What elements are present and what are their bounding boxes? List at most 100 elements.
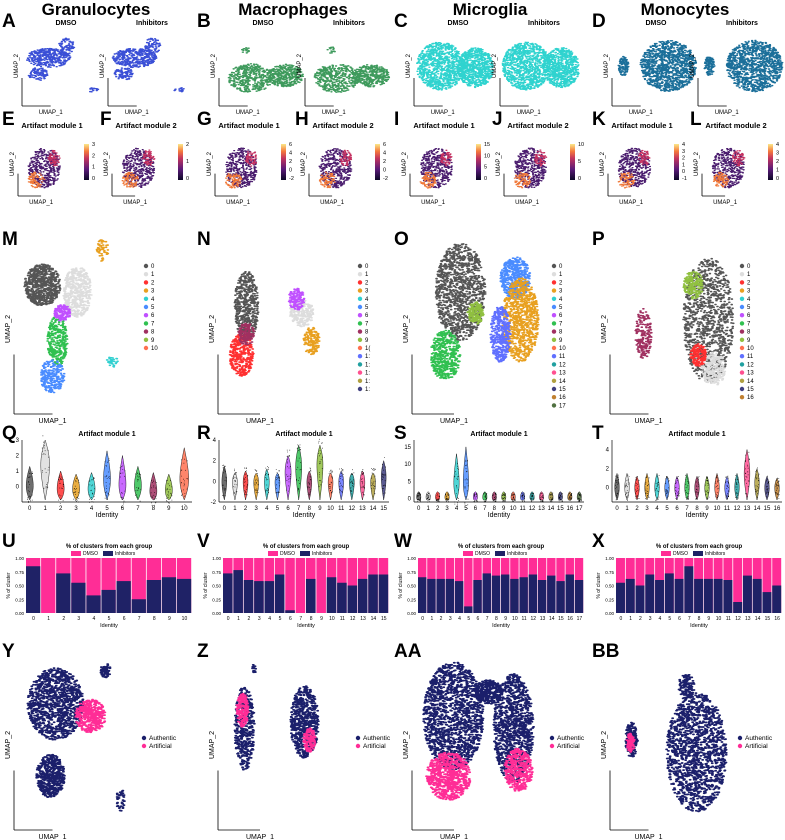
y-tick: 0.00 [605, 611, 614, 616]
jitter-points [549, 492, 554, 503]
bar-dmso [464, 558, 473, 613]
x-tick: 10 [329, 616, 335, 622]
jitter-points [150, 479, 157, 506]
cell-cluster [731, 150, 746, 167]
y-tick: 0.00 [212, 611, 221, 616]
cell-points [74, 698, 107, 734]
panel-label-g: G [197, 109, 212, 130]
y-axis-label: UMAP_2 [406, 53, 412, 78]
umap-panel-monocytes-dmso: DMSO UMAP_1 UMAP_2 [604, 20, 698, 116]
x-tick: 10 [181, 506, 188, 512]
x-tick: 13 [359, 506, 366, 512]
x-tick: 0 [28, 506, 32, 512]
colorbar-tick: 2 [289, 159, 292, 165]
x-tick: 1 [629, 616, 632, 622]
cell-cluster [95, 239, 110, 262]
cell-points [634, 308, 653, 359]
x-tick: 8 [308, 506, 312, 512]
cell-cluster [339, 149, 353, 167]
legend-swatch [357, 288, 363, 293]
jitter-points [339, 468, 344, 493]
bar-inhibitors [418, 577, 427, 613]
colorbar-tick: 5 [484, 165, 487, 171]
colorbar-tick: 3 [92, 142, 95, 148]
cell-cluster [74, 698, 107, 734]
scatter [430, 243, 540, 380]
legend-label: DMSO [475, 551, 490, 557]
x-tick: 14 [371, 616, 377, 622]
x-tick: 4 [90, 506, 94, 512]
cell-cluster [113, 67, 134, 81]
y-tick: -2 [211, 500, 217, 506]
legend-label: 15 [559, 387, 566, 393]
x-tick: 12 [735, 616, 741, 622]
panel-label-f: F [100, 109, 112, 130]
colorbar-tick: 3 [776, 151, 779, 157]
x-tick: 6 [474, 506, 478, 512]
jitter-points [135, 472, 142, 502]
cell-points [689, 343, 707, 367]
cell-cluster [419, 171, 437, 189]
umap-panel-microglia-inhibitors: Inhibitors UMAP_1 UMAP_2 [492, 20, 580, 116]
legend-swatch [71, 551, 81, 556]
x-tick: 10 [510, 506, 517, 512]
legend-swatch [739, 378, 745, 383]
x-tick: 5 [279, 616, 282, 622]
legend-swatch [143, 280, 149, 285]
cell-cluster [115, 789, 126, 812]
condition-title: DMSO [448, 20, 470, 27]
x-tick: 2 [436, 506, 440, 512]
cell-cluster [318, 171, 336, 189]
bar-inhibitors [510, 578, 519, 613]
legend-swatch [551, 378, 557, 383]
legend-swatch [551, 386, 557, 392]
condition-title: Inhibitors [726, 20, 758, 27]
x-tick: 0 [417, 506, 421, 512]
legend-swatch [739, 263, 745, 269]
x-tick: 16 [774, 506, 781, 512]
colorbar-tick: 1 [682, 162, 685, 168]
x-tick: 6 [286, 506, 290, 512]
condition-title: Inhibitors [333, 20, 365, 27]
legend-swatch [143, 345, 149, 351]
bar-inhibitors [772, 585, 782, 613]
x-tick: 10 [512, 616, 518, 622]
violin [118, 455, 127, 501]
y-tick: 2 [16, 454, 20, 460]
cell-points [53, 304, 72, 322]
cell-points [288, 298, 315, 328]
bar-inhibitors [347, 585, 358, 613]
jitter-points [88, 477, 95, 503]
legend-swatch [300, 551, 310, 556]
bar-inhibitors [285, 610, 295, 613]
jitter-points [725, 475, 730, 499]
x-axis-label: UMAP_1 [320, 200, 345, 206]
x-tick: 10 [714, 506, 721, 512]
x-tick: 1 [47, 616, 50, 622]
jitter-points [665, 476, 670, 498]
colorbar [570, 144, 575, 180]
y-tick: 10 [404, 462, 411, 468]
x-tick: 9 [707, 616, 710, 622]
cell-points [513, 171, 532, 189]
legend-label: Inhibitors [507, 551, 528, 557]
y-tick: 0.00 [407, 611, 416, 616]
legend-label: 0 [365, 264, 369, 270]
panel-label-bb: BB [592, 641, 620, 662]
x-tick: 8 [495, 616, 498, 622]
legend-swatch [551, 345, 557, 351]
legend-swatch [551, 321, 557, 326]
bar-inhibitors [436, 578, 445, 613]
colorbar-tick: 5 [578, 159, 581, 165]
bar-inhibitors [733, 602, 743, 613]
chart-title: Artifact module 1 [470, 431, 527, 438]
jitter-points [695, 476, 700, 500]
cell-points [227, 63, 273, 93]
bar-dmso [295, 558, 306, 613]
bar-inhibitors [378, 574, 389, 613]
x-tick: 8 [698, 616, 701, 622]
violin [473, 491, 478, 501]
umap-panel-granulocytes-dmso: DMSO UMAP_1 UMAP_2 [14, 20, 100, 116]
y-tick: 0.25 [605, 597, 614, 602]
